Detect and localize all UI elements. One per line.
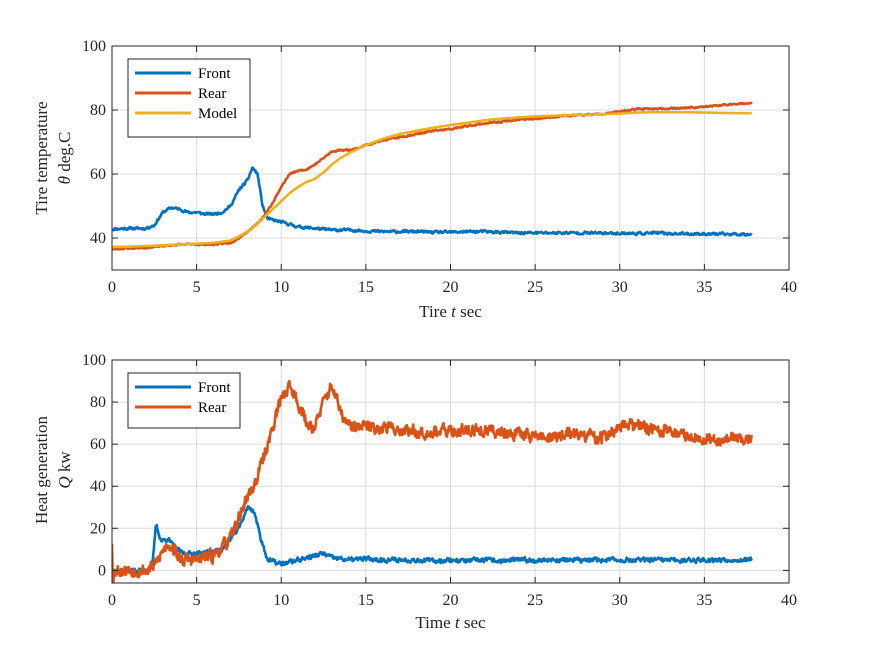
x-tick-label: 10 <box>273 279 289 296</box>
legend-label-rear: Rear <box>198 86 226 102</box>
series-line-model <box>112 110 752 249</box>
y-tick-label: 60 <box>90 436 106 453</box>
x-tick-label: 15 <box>358 279 374 296</box>
x-tick-label: 40 <box>781 592 797 609</box>
y-axis-label: Heat generation <box>32 415 51 524</box>
legend-label-model: Model <box>198 106 237 122</box>
x-axis-label: Tire t sec <box>419 302 482 321</box>
series-line-front <box>112 166 753 237</box>
y-axis-label: Tire temperature <box>32 101 51 214</box>
x-tick-label: 30 <box>612 592 628 609</box>
legend <box>127 372 241 429</box>
x-tick-label: 5 <box>193 279 201 296</box>
x-tick-label: 0 <box>108 592 116 609</box>
x-tick-label: 25 <box>527 279 543 296</box>
legend-label-front: Front <box>198 66 231 82</box>
y-tick-label: 40 <box>90 478 106 495</box>
legend <box>127 58 251 138</box>
temperature-chart: 0 5 10 15 20 25 30 35 40 40 60 80 100 Tire t sec Tire … <box>32 38 797 321</box>
heat-generation-chart: 0 5 10 15 20 25 30 35 40 0 20 40 60 80 100 Time t sec He… <box>32 352 797 632</box>
y-tick-label: 100 <box>82 38 106 55</box>
y-axis-unit-label: θ deg.C <box>55 132 74 185</box>
y-tick-label: 80 <box>90 102 106 119</box>
x-tick-label: 40 <box>781 279 797 296</box>
y-tick-label: 0 <box>98 562 106 579</box>
x-tick-label: 35 <box>696 592 712 609</box>
y-tick-label: 40 <box>90 230 106 247</box>
x-tick-label: 0 <box>108 279 116 296</box>
y-tick-label: 20 <box>90 520 106 537</box>
x-tick-label: 5 <box>193 592 201 609</box>
x-tick-label: 20 <box>443 279 459 296</box>
x-tick-label: 20 <box>443 592 459 609</box>
legend-label-rear: Rear <box>198 400 226 416</box>
x-tick-label: 15 <box>358 592 374 609</box>
x-tick-label: 35 <box>696 279 712 296</box>
legend-label-front: Front <box>198 380 231 396</box>
x-axis-label: Time t sec <box>415 613 486 632</box>
y-tick-label: 60 <box>90 166 106 183</box>
x-tick-label: 10 <box>273 592 289 609</box>
x-tick-label: 25 <box>527 592 543 609</box>
y-axis-unit-label: Q kw <box>55 451 74 489</box>
y-tick-label: 100 <box>82 352 106 369</box>
x-tick-label: 30 <box>612 279 628 296</box>
series-line-rear <box>112 379 754 583</box>
y-tick-label: 80 <box>90 394 106 411</box>
